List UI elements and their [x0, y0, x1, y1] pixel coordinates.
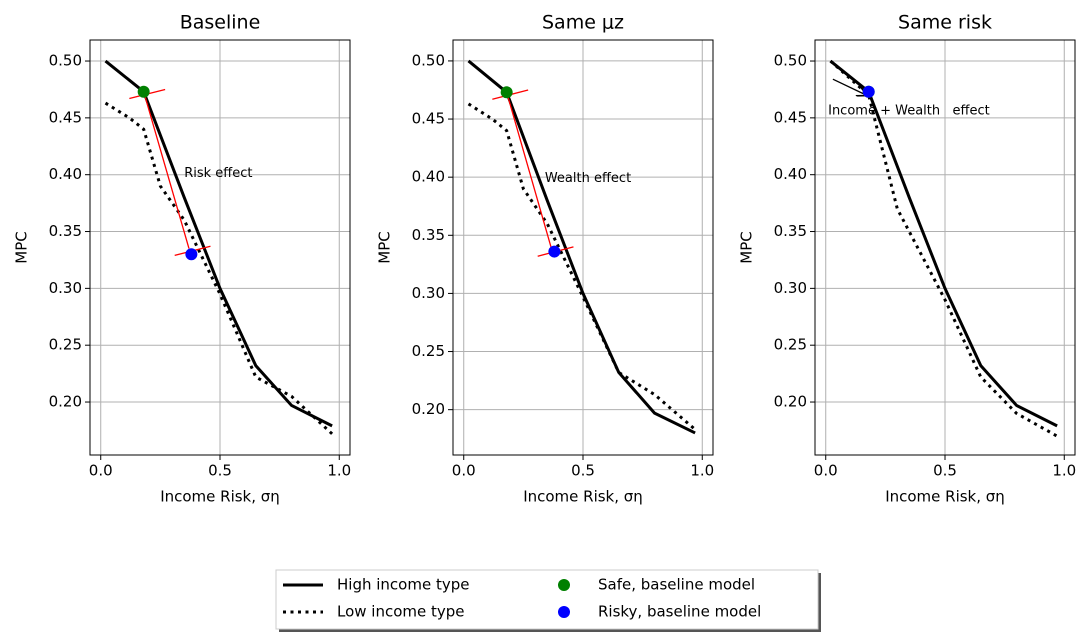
- legend-marker: [558, 606, 570, 618]
- y-tick-label: 0.30: [774, 279, 807, 297]
- y-tick-label: 0.30: [49, 279, 82, 297]
- chart-title: Same μz: [542, 12, 624, 34]
- line-series: [143, 91, 190, 249]
- subplot: 0.20 0.25 0.30 0.35 0.40 0.45 0.50 0.0 0.5 1.0 Bas…: [13, 12, 352, 506]
- x-tick-label: 0.0: [452, 462, 476, 480]
- y-tick-label: 0.40: [774, 165, 807, 183]
- x-axis-label: Income Risk, ση: [885, 488, 1005, 506]
- y-tick-label: 0.45: [49, 108, 82, 126]
- line-series: [104, 59, 333, 428]
- plot-frame: [814, 39, 1076, 456]
- plot-frame: [89, 39, 351, 456]
- y-tick-label: 0.30: [412, 284, 445, 302]
- plot-frame: [452, 39, 714, 456]
- annotation: Risk effect: [184, 166, 252, 181]
- scatter-point: [185, 248, 198, 261]
- y-tick-label: 0.20: [49, 393, 82, 411]
- y-tick-label: 0.20: [412, 400, 445, 418]
- line-series: [467, 102, 697, 431]
- scatter-point: [500, 86, 513, 99]
- x-tick-label: 0.5: [933, 462, 957, 480]
- y-axis-label: MPC: [738, 231, 756, 263]
- legend-label: Risky, baseline model: [598, 603, 761, 621]
- y-tick-label: 0.25: [412, 342, 445, 360]
- y-tick-label: 0.50: [412, 51, 445, 69]
- x-tick-label: 0.0: [814, 462, 838, 480]
- y-tick-label: 0.35: [774, 222, 807, 240]
- scatter-point: [862, 85, 875, 98]
- y-tick-label: 0.45: [412, 110, 445, 128]
- x-axis-label: Income Risk, ση: [160, 488, 280, 506]
- y-tick-label: 0.20: [774, 393, 807, 411]
- y-tick-label: 0.25: [49, 336, 82, 354]
- y-tick-label: 0.50: [774, 52, 807, 70]
- x-tick-label: 0.5: [208, 462, 232, 480]
- line-series: [467, 59, 696, 435]
- arrow: [832, 78, 866, 95]
- subplot: 0.20 0.25 0.30 0.35 0.40 0.45 0.50 0.0 0.5 1.0 Sam…: [376, 12, 715, 506]
- x-tick-label: 0.0: [89, 462, 113, 480]
- annotation: Income + Wealth effect: [828, 104, 990, 119]
- line-series: [829, 59, 1058, 438]
- x-tick-label: 1.0: [327, 462, 351, 480]
- x-tick-label: 0.5: [571, 462, 595, 480]
- y-axis-label: MPC: [13, 231, 31, 263]
- y-tick-label: 0.35: [412, 226, 445, 244]
- y-tick-label: 0.45: [774, 108, 807, 126]
- y-axis-label: MPC: [376, 231, 394, 263]
- x-tick-label: 1.0: [690, 462, 714, 480]
- y-tick-label: 0.25: [774, 336, 807, 354]
- legend-label: High income type: [337, 576, 469, 594]
- legend-label: Safe, baseline model: [598, 576, 755, 594]
- legend-label: Low income type: [337, 603, 465, 621]
- x-axis-label: Income Risk, ση: [523, 488, 643, 506]
- y-tick-label: 0.35: [49, 222, 82, 240]
- legend: High income type Low income type Safe, bas…: [275, 569, 821, 632]
- line-series: [104, 101, 334, 435]
- x-tick-label: 1.0: [1052, 462, 1076, 480]
- line-series: [506, 92, 553, 251]
- legend-marker: [558, 579, 570, 591]
- y-tick-label: 0.40: [49, 165, 82, 183]
- scatter-point: [137, 85, 150, 98]
- chart-title: Same risk: [898, 12, 992, 34]
- legend-box: [275, 569, 819, 630]
- y-tick-label: 0.50: [49, 52, 82, 70]
- chart-title: Baseline: [180, 12, 261, 34]
- scatter-point: [548, 245, 561, 258]
- y-tick-label: 0.40: [412, 168, 445, 186]
- subplot: 0.20 0.25 0.30 0.35 0.40 0.45 0.50 0.0 0.5 1.0 Sam…: [738, 12, 1077, 506]
- annotation: Wealth effect: [545, 171, 631, 186]
